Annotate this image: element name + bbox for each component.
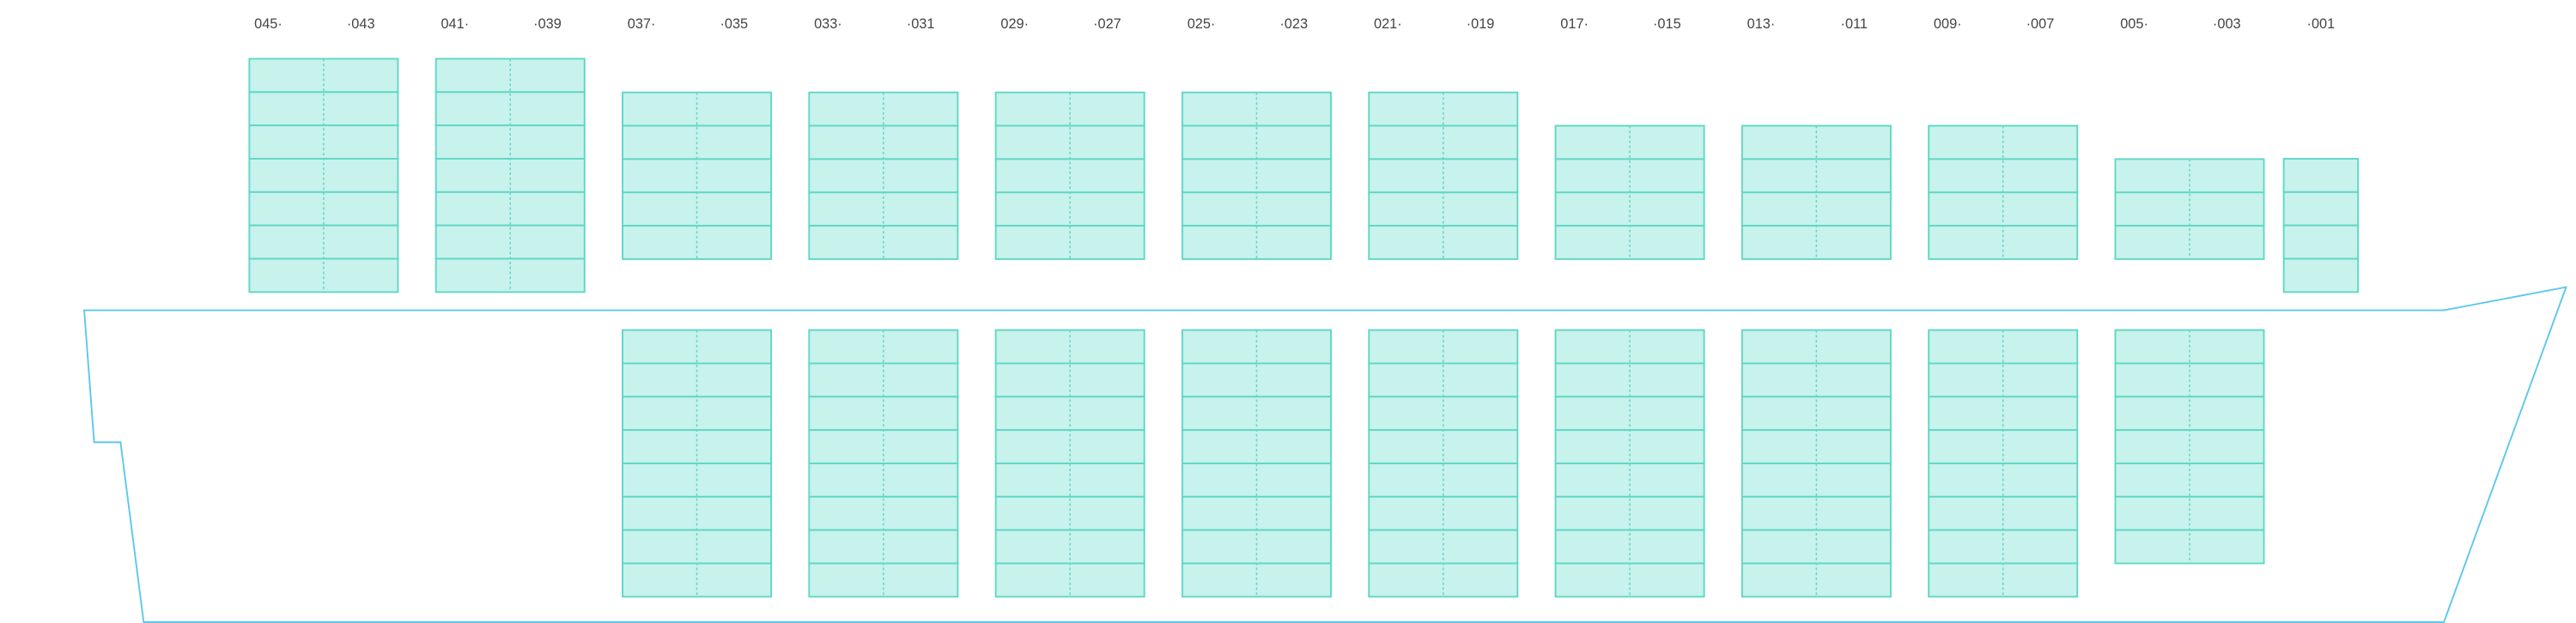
container-slot: [2282, 158, 2360, 193]
bay-label: 029·: [1000, 16, 1029, 32]
container-slot: [1368, 429, 1519, 464]
bay-label: ·043: [347, 16, 375, 32]
bay-label: ·011: [1841, 16, 1868, 32]
bay-label: 041·: [440, 16, 469, 32]
bay-label: ·001: [2307, 16, 2336, 32]
bay-label: ·023: [1279, 16, 1308, 32]
container-slot: [2282, 224, 2360, 260]
bay-label: 025·: [1188, 16, 1216, 32]
container-slot: [2282, 257, 2360, 293]
bay-label: 045·: [254, 16, 283, 32]
container-slot: [994, 529, 1145, 565]
bay-label: ·039: [533, 16, 562, 32]
bay-label: 037·: [628, 16, 656, 32]
bay-label: ·031: [907, 16, 935, 32]
bay-label: 021·: [1374, 16, 1402, 32]
bay-label: 009·: [1934, 16, 1962, 32]
bay-label: 017·: [1560, 16, 1589, 32]
bay-label: ·019: [1467, 16, 1495, 32]
hull-outline: [83, 286, 2567, 623]
bay-label: 005·: [2120, 16, 2148, 32]
bay-label: ·027: [1093, 16, 1121, 32]
bay-label: ·007: [2026, 16, 2055, 32]
bay-label: 013·: [1747, 16, 1776, 32]
bay-label: 033·: [814, 16, 842, 32]
container-slot: [2282, 191, 2360, 227]
bay-label: ·003: [2213, 16, 2241, 32]
bay-label: ·015: [1653, 16, 1681, 32]
bay-label: ·035: [720, 16, 748, 32]
